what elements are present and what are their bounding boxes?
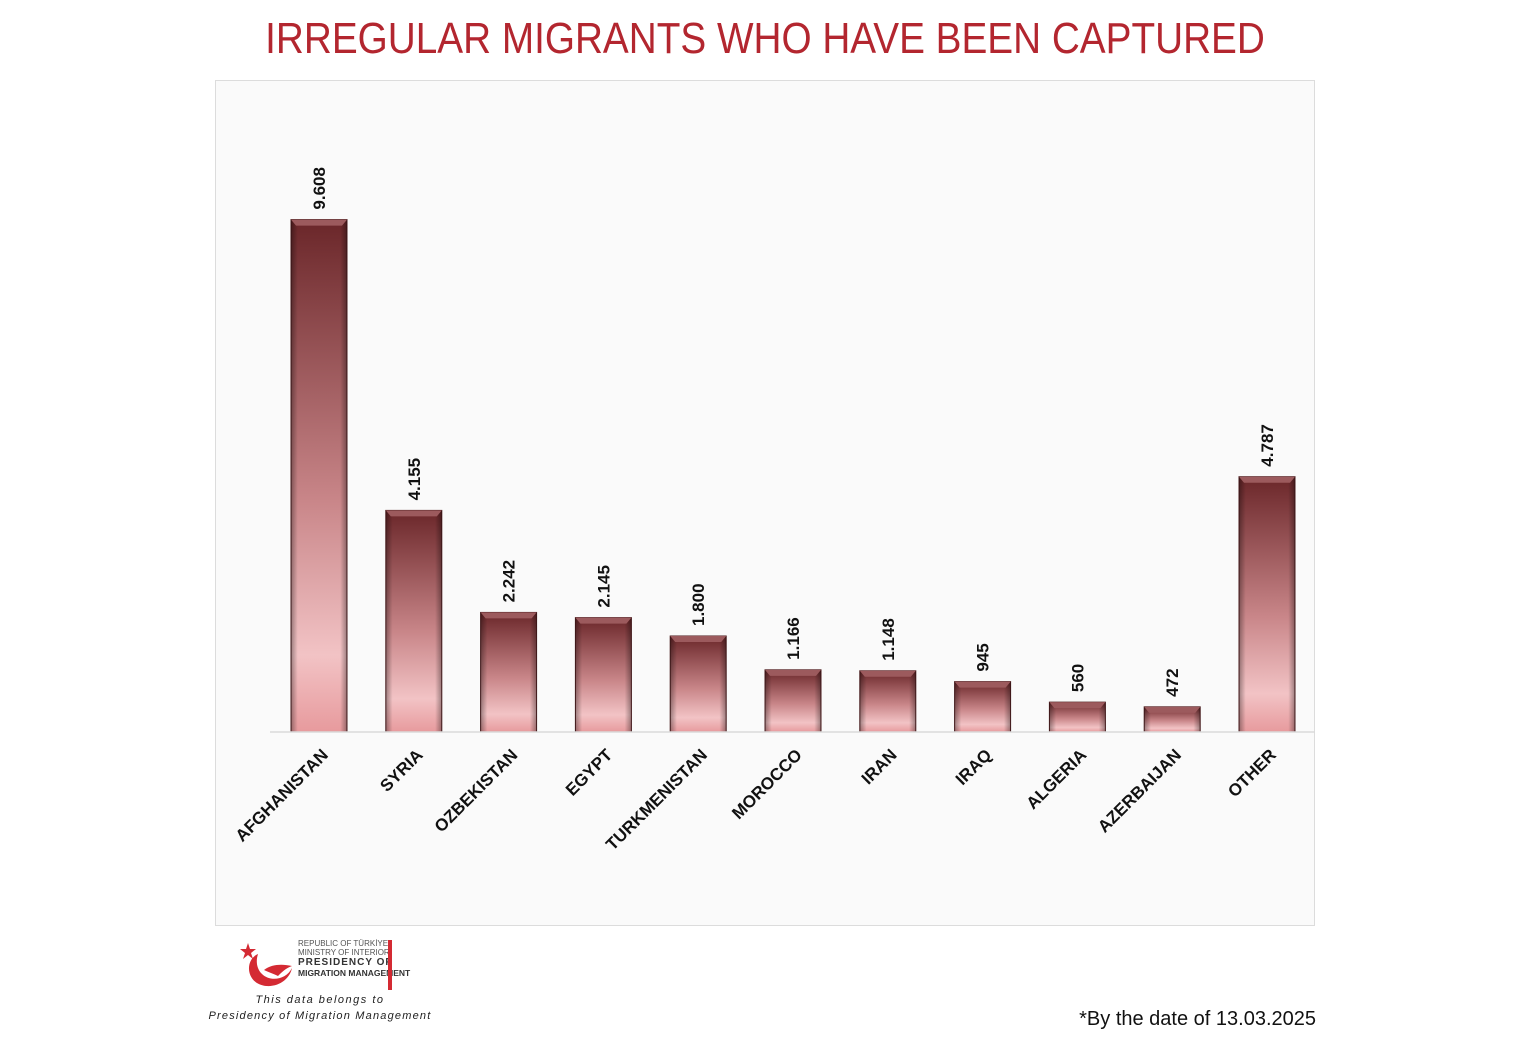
bar-cap bbox=[1144, 706, 1201, 713]
bar-iran bbox=[859, 670, 917, 733]
x-tick-label: ALGERIA bbox=[1023, 745, 1091, 813]
x-tick-label: IRAN bbox=[858, 745, 901, 788]
presidency-logo bbox=[240, 943, 292, 987]
data-label: 1.166 bbox=[784, 617, 803, 660]
data-label: 2.145 bbox=[594, 565, 613, 608]
data-label: 4.787 bbox=[1258, 424, 1277, 467]
data-label: 4.155 bbox=[405, 458, 424, 501]
bar-shade bbox=[385, 510, 442, 732]
bar-shade bbox=[765, 669, 821, 732]
bar-shade bbox=[670, 636, 727, 732]
bar-cap bbox=[670, 636, 727, 642]
bars-layer bbox=[290, 219, 1296, 733]
x-tick-label: MOROCCO bbox=[728, 745, 806, 823]
data-label: 945 bbox=[974, 643, 993, 671]
chart-title: IRREGULAR MIGRANTS WHO HAVE BEEN CAPTURE… bbox=[265, 14, 1265, 63]
x-tick-label: TURKMENISTAN bbox=[602, 745, 711, 854]
bar-morocco bbox=[764, 669, 822, 733]
bar-algeria bbox=[1048, 701, 1106, 733]
bar-shade bbox=[291, 219, 347, 732]
logo-line-3: PRESIDENCY OF bbox=[298, 957, 393, 968]
data-label: 2.242 bbox=[500, 560, 519, 603]
bar-cap bbox=[575, 617, 632, 624]
bar-chart: 9.608 AFGHANISTAN 4.155 SYRIA 2.242 OZBEKISTA… bbox=[232, 167, 1315, 854]
bar-cap bbox=[1239, 476, 1295, 483]
bar-shade bbox=[575, 617, 632, 732]
bar-iraq bbox=[954, 681, 1012, 733]
logo-line-4: MIGRATION MANAGEMENT bbox=[298, 968, 411, 978]
data-label: 472 bbox=[1163, 668, 1182, 696]
date-footnote: *By the date of 13.03.2025 bbox=[1079, 1008, 1316, 1030]
x-tick-label: IRAQ bbox=[952, 745, 995, 788]
data-label: 9.608 bbox=[310, 167, 329, 210]
logo-text: REPUBLIC OF TÜRKİYE MINISTRY OF INTERIOR… bbox=[298, 939, 411, 979]
bar-shade bbox=[954, 681, 1011, 732]
bar-cap bbox=[954, 681, 1011, 688]
bar-cap bbox=[480, 612, 537, 619]
bar-ozbekistan bbox=[480, 611, 538, 733]
crescent-icon bbox=[248, 954, 292, 987]
x-tick-label: AFGHANISTAN bbox=[232, 745, 332, 845]
data-label: 1.148 bbox=[879, 618, 898, 661]
bar-cap bbox=[765, 669, 821, 676]
x-tick-label: EGYPT bbox=[562, 745, 617, 800]
logo-line-2: MINISTRY OF INTERIOR bbox=[298, 947, 390, 957]
logo-accent-bar bbox=[388, 940, 392, 990]
bar-cap bbox=[859, 670, 916, 677]
source-note-line-1: This data belongs to bbox=[255, 994, 385, 1006]
bar-syria bbox=[385, 509, 443, 733]
bar-cap bbox=[385, 510, 442, 517]
source-note-line-2: Presidency of Migration Management bbox=[208, 1010, 432, 1022]
x-tick-label: OTHER bbox=[1224, 745, 1280, 801]
bar-shade bbox=[480, 612, 537, 732]
bar-shade bbox=[1239, 476, 1295, 732]
x-tick-label: OZBEKISTAN bbox=[431, 745, 522, 836]
bar-shade bbox=[859, 670, 916, 732]
bar-cap bbox=[291, 219, 347, 226]
x-tick-label: AZERBAIJAN bbox=[1094, 745, 1185, 836]
bar-afghanistan bbox=[290, 219, 348, 733]
data-label: 560 bbox=[1068, 664, 1087, 692]
star-icon bbox=[240, 943, 256, 959]
bar-azerbaijan bbox=[1143, 706, 1201, 733]
bar-turkmenistan bbox=[669, 635, 727, 733]
x-tick-label: SYRIA bbox=[376, 745, 426, 795]
bar-other bbox=[1238, 476, 1296, 733]
bar-egypt bbox=[574, 617, 632, 733]
bird-icon bbox=[264, 964, 292, 976]
chart-frame bbox=[215, 80, 1315, 926]
data-label: 1.800 bbox=[689, 583, 708, 626]
logo-line-1: REPUBLIC OF TÜRKİYE bbox=[298, 939, 389, 948]
bar-cap bbox=[1049, 702, 1106, 709]
